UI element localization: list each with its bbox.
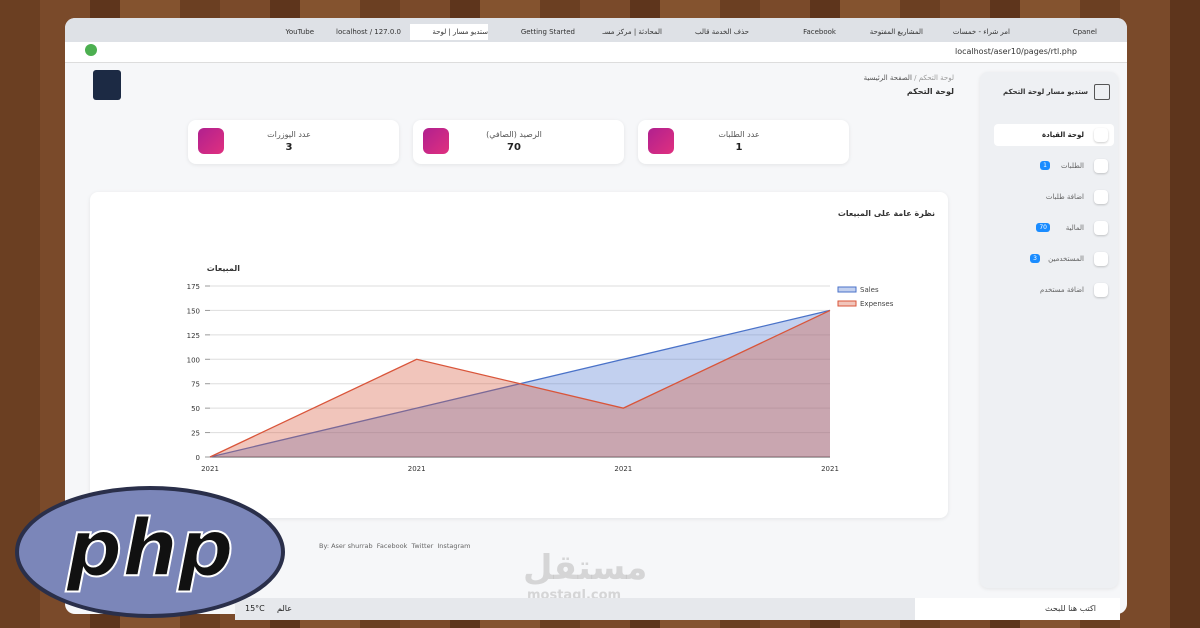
url[interactable]: localhost/aser10/pages/rtl.php	[954, 47, 1077, 56]
tab[interactable]: المحادثة | مركز مسـ	[602, 28, 662, 36]
breadcrumb-item: الصفحة الرئيسية	[863, 74, 912, 82]
y-tick-label: 50	[191, 405, 200, 413]
y-tick-label: 175	[187, 283, 200, 291]
stat-icon	[198, 128, 224, 154]
y-tick-label: 125	[187, 332, 200, 340]
footer: By: Aser shurrab Facebook Twitter Instag…	[319, 542, 470, 550]
legend-label: Expenses	[860, 300, 894, 308]
watermark: مستقل	[523, 548, 648, 588]
x-tick-label: 2021	[201, 465, 219, 473]
card-title: نظرة عامة على المبيعات	[838, 209, 935, 218]
breadcrumb: لوحة التحكم / الصفحة الرئيسية	[863, 74, 954, 82]
tab-bar: Cpanel امر شراء - خمسات المشاريع المفتوحة F…	[65, 18, 1127, 42]
y-tick-label: 75	[191, 381, 200, 389]
stat-card: عدد الطلبات 1	[638, 120, 849, 164]
badge: 70	[1036, 223, 1050, 232]
stat-label: الرصيد (الصافي)	[486, 130, 542, 139]
badge: 3	[1030, 254, 1040, 263]
search-text: اكتب هنا للبحث	[1045, 604, 1096, 613]
address-bar: localhost/aser10/pages/rtl.php	[65, 42, 1127, 63]
sidebar-icon	[1094, 283, 1108, 297]
sidebar-label: المالية	[1065, 224, 1084, 232]
y-tick-label: 150	[187, 307, 200, 315]
sidebar-item[interactable]: المالية 70	[994, 217, 1114, 239]
brand-icon	[1094, 84, 1110, 100]
tab[interactable]: Cpanel	[1072, 28, 1097, 36]
tab[interactable]: حذف الخدمة قالب	[695, 28, 749, 36]
y-tick-label: 100	[187, 356, 200, 364]
stat-icon	[423, 128, 449, 154]
chart-title: المبيعات	[207, 264, 240, 273]
stat-card: عدد اليوزرات 3	[188, 120, 399, 164]
tab[interactable]: ستديو مسار | لوحة	[410, 24, 488, 40]
sidebar-item[interactable]: الطلبات 1	[994, 155, 1114, 177]
avatar[interactable]	[93, 70, 121, 100]
brand: ستديو مسار لوحة التحكم	[1002, 88, 1088, 96]
temperature: 15°C	[245, 604, 265, 613]
stat-card: الرصيد (الصافي) 70	[413, 120, 624, 164]
legend-swatch	[837, 300, 857, 307]
stat-label: عدد اليوزرات	[267, 130, 311, 139]
legend-swatch	[837, 286, 857, 293]
sidebar-item[interactable]: اضافة طلبات	[994, 186, 1114, 208]
x-tick-label: 2021	[821, 465, 839, 473]
badge: 1	[1040, 161, 1050, 170]
sidebar-icon	[1094, 221, 1108, 235]
sidebar-item[interactable]: اضافة مستخدم	[994, 279, 1114, 301]
tab[interactable]: Getting Started	[520, 28, 575, 36]
page-title: لوحة التحكم	[906, 87, 954, 96]
area-line	[209, 309, 831, 458]
y-tick-label: 0	[196, 454, 200, 462]
tab[interactable]: امر شراء - خمسات	[952, 28, 1010, 36]
logo-text: php	[65, 504, 233, 594]
taskbar: اكتب هنا للبحث 15°C عالم	[235, 598, 1120, 620]
sidebar-icon	[1094, 159, 1108, 173]
x-tick-label: 2021	[408, 465, 426, 473]
sidebar-item[interactable]: المستخدمين 3	[994, 248, 1114, 270]
search-box[interactable]: اكتب هنا للبحث	[915, 598, 1120, 620]
sidebar-label: لوحة القيادة	[1041, 131, 1084, 139]
y-tick-label: 25	[191, 430, 200, 438]
stat-value: 1	[735, 142, 743, 153]
stat-value: 3	[285, 142, 293, 153]
sidebar-icon	[1094, 190, 1108, 204]
tab[interactable]: localhost / 127.0.0	[336, 28, 401, 36]
weather: عالم	[277, 604, 292, 613]
chart: نظرة عامة على المبيعات المبيعات 0 25 50 75 100…	[187, 209, 935, 473]
sidebar-item[interactable]: لوحة القيادة	[994, 124, 1114, 146]
profile-icon[interactable]	[85, 44, 97, 56]
sidebar-icon	[1094, 128, 1108, 142]
chart-card: نظرة عامة على المبيعات المبيعات 0 25 50 75 100…	[90, 192, 948, 518]
sidebar-label: اضافة طلبات	[1045, 193, 1084, 201]
tab[interactable]: المشاريع المفتوحة	[869, 28, 923, 36]
sidebar: ستديو مسار لوحة التحكم لوحة القيادة الطلب…	[980, 72, 1118, 588]
tab[interactable]: YouTube	[285, 28, 314, 36]
php-logo: php	[15, 486, 285, 618]
sidebar-icon	[1094, 252, 1108, 266]
tab[interactable]: Facebook	[803, 28, 836, 36]
stat-value: 70	[507, 142, 521, 153]
x-tick-label: 2021	[614, 465, 632, 473]
author: By: Aser shurrab	[319, 542, 373, 550]
breadcrumb-item[interactable]: لوحة التحكم	[918, 74, 954, 82]
footer-link[interactable]: Facebook	[376, 542, 408, 550]
stat-label: عدد الطلبات	[718, 130, 760, 139]
footer-link[interactable]: Instagram	[437, 542, 471, 550]
sidebar-label: المستخدمين	[1048, 255, 1084, 263]
legend-label: Sales	[860, 286, 879, 294]
footer-link[interactable]: Twitter	[411, 542, 434, 550]
sidebar-label: الطلبات	[1061, 162, 1084, 170]
browser-window: Cpanel امر شراء - خمسات المشاريع المفتوحة F…	[65, 18, 1127, 614]
sidebar-label: اضافة مستخدم	[1040, 286, 1084, 294]
stat-icon	[648, 128, 674, 154]
logo-ellipse	[15, 486, 285, 618]
